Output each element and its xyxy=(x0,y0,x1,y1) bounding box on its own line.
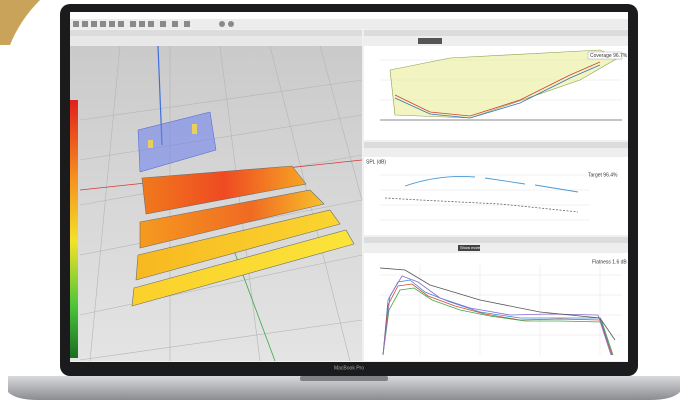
panel-header xyxy=(364,30,628,36)
panel-toolbar xyxy=(364,243,628,253)
show-more-button[interactable] xyxy=(458,245,480,251)
decor xyxy=(0,0,40,45)
laptop-base xyxy=(8,376,680,400)
panel-header xyxy=(364,142,628,148)
flatness-label: Flatness 1.6 dB xyxy=(592,259,627,265)
laptop-label: MacBook Pro xyxy=(334,365,364,371)
panel-header xyxy=(364,237,628,243)
curve xyxy=(394,61,601,117)
curve xyxy=(404,175,579,193)
audience-map xyxy=(131,165,355,307)
view-toolbar xyxy=(70,36,362,46)
panel-spl xyxy=(364,142,628,235)
toolbar[interactable] xyxy=(70,19,628,29)
notch xyxy=(300,376,388,381)
show-more-label: Show more xyxy=(460,245,481,250)
frequency-curves xyxy=(379,267,616,356)
speaker-element xyxy=(148,140,153,148)
panel-toolbar xyxy=(364,36,628,46)
curve xyxy=(394,64,601,119)
speaker-element xyxy=(192,124,197,134)
coverage-label: Coverage 96.7% xyxy=(590,53,628,59)
target-label: Target 96.4% xyxy=(588,172,618,178)
coverage-area xyxy=(389,49,619,119)
color-bar xyxy=(70,100,78,358)
curve xyxy=(384,197,579,213)
toolbar-icons xyxy=(73,21,234,27)
panel-toolbar xyxy=(364,148,628,157)
dropdown[interactable] xyxy=(418,38,442,44)
panel-grid xyxy=(380,174,590,221)
legend-box xyxy=(587,51,623,60)
title-bar xyxy=(70,12,628,19)
panel-frequency xyxy=(364,237,628,361)
spl-axis-label: SPL (dB) xyxy=(366,159,386,165)
view-header xyxy=(70,30,362,36)
